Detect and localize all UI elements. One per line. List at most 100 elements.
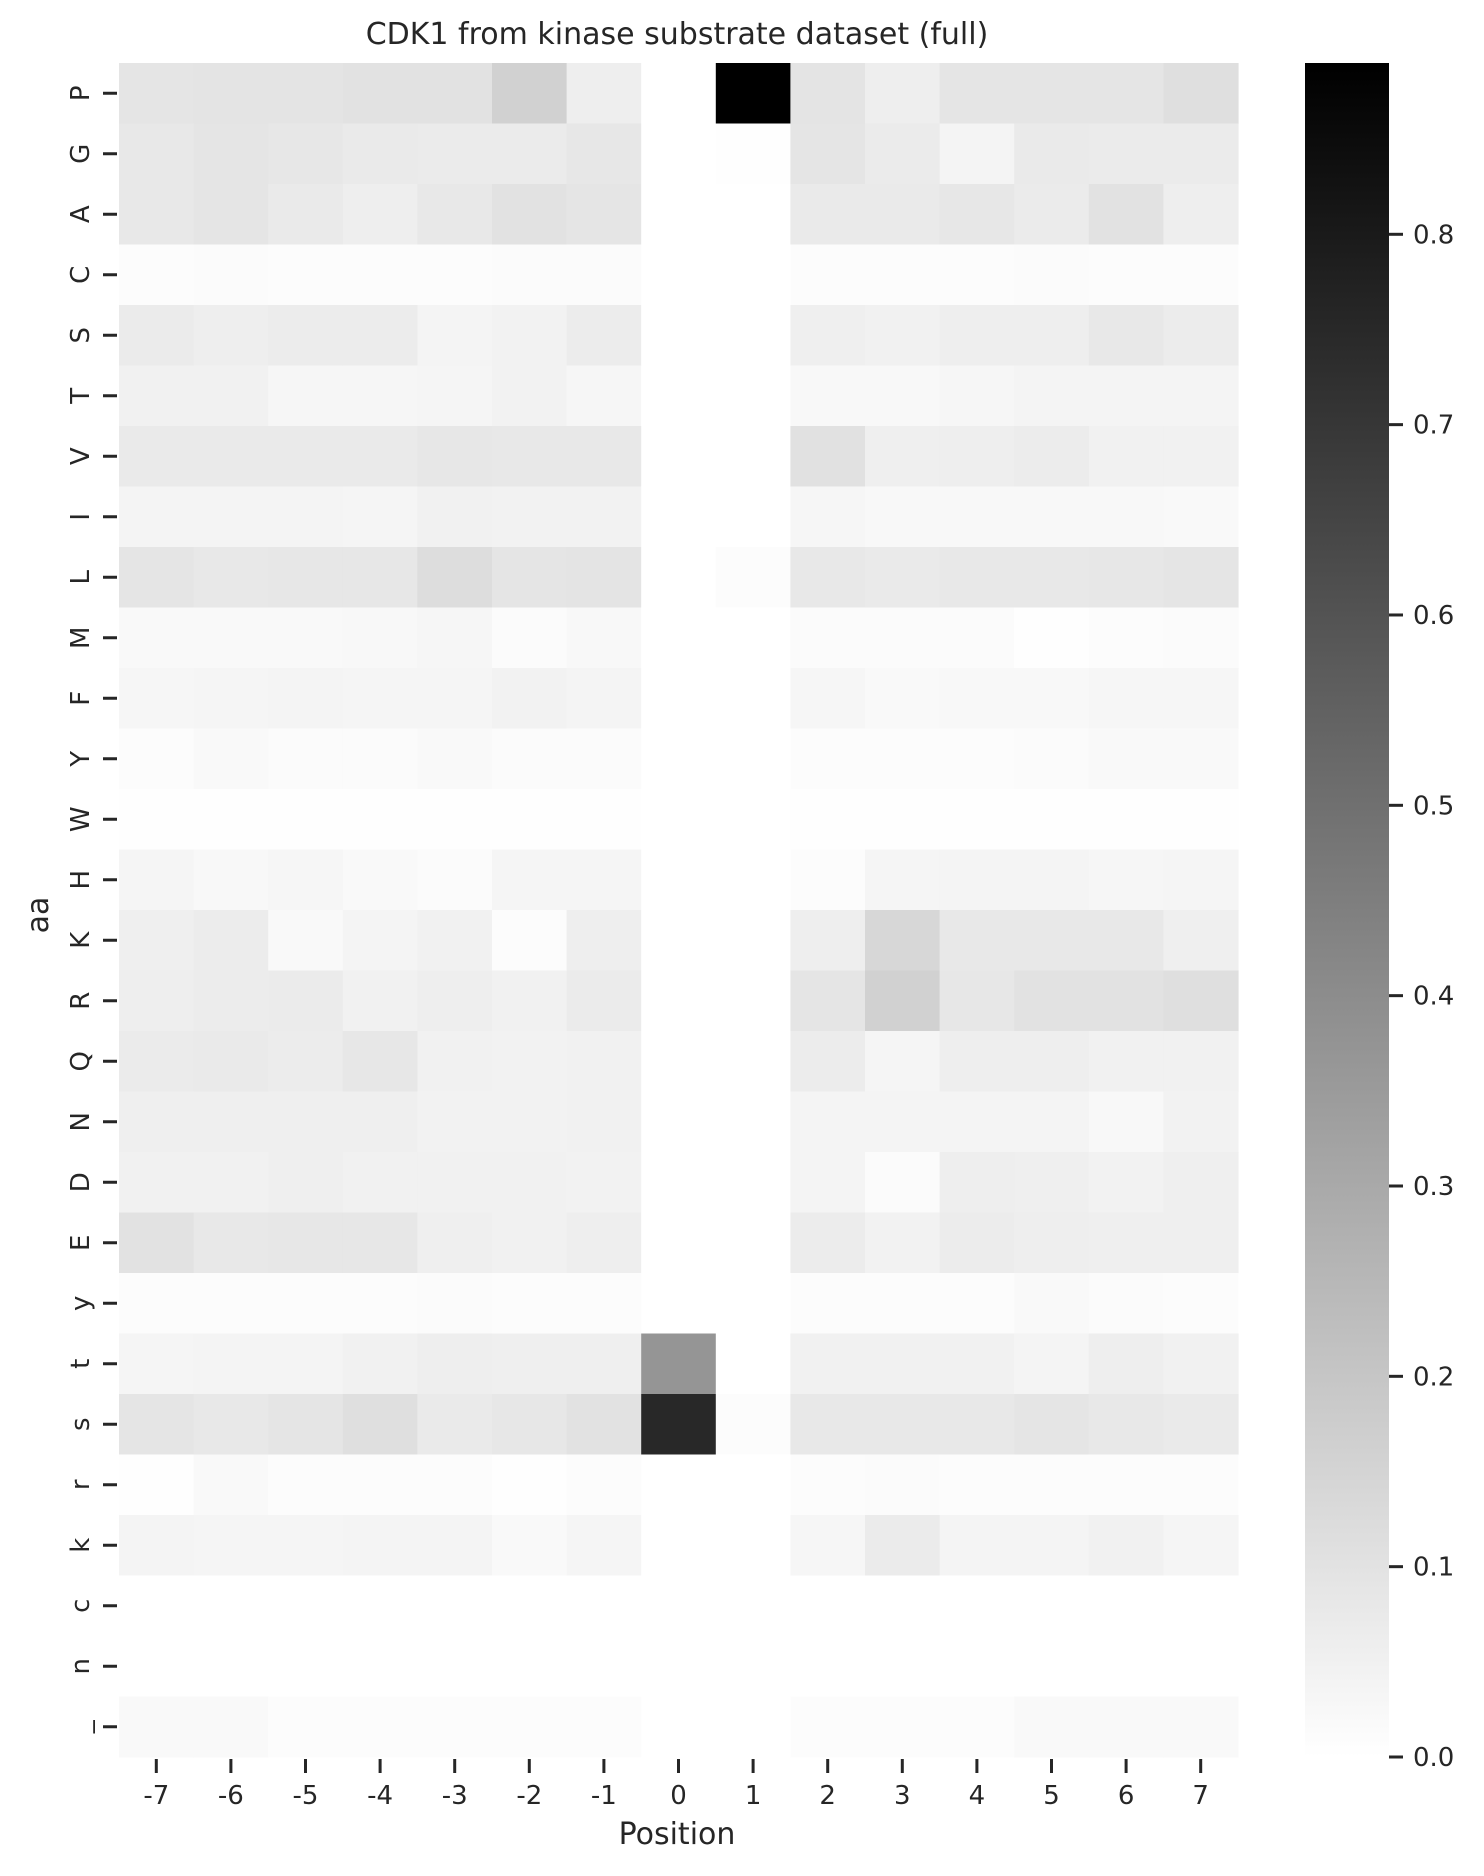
heatmap-cell-c-3 [865, 1575, 941, 1637]
heatmap-cell-W--2 [492, 789, 568, 851]
heatmap-cell-s-3 [865, 1394, 941, 1456]
heatmap-cell-s--1 [566, 1394, 642, 1456]
heatmap-cell-t-3 [865, 1333, 941, 1395]
heatmap-cell-W--5 [268, 789, 344, 851]
heatmap-cell-S-1 [715, 305, 791, 367]
heatmap-cell-K--7 [119, 910, 195, 972]
heatmap-cell-t--7 [119, 1333, 195, 1395]
heatmap-cell-F--1 [566, 668, 642, 730]
heatmap-cell-S-6 [1088, 305, 1164, 367]
heatmap-cell-S--3 [417, 305, 493, 367]
heatmap-cell-n--1 [566, 1636, 642, 1698]
heatmap-cell-V-4 [939, 426, 1015, 488]
y-tick-label: V [66, 447, 96, 465]
heatmap-cell-Q--5 [268, 1031, 344, 1093]
heatmap-cell-R-3 [865, 970, 941, 1032]
colorbar-tick-label: 0.7 [1413, 411, 1454, 441]
heatmap-cell-Q--3 [417, 1031, 493, 1093]
heatmap-cell-L-7 [1163, 547, 1239, 609]
heatmap-cell-E--2 [492, 1212, 568, 1274]
heatmap-cell-_--5 [268, 1696, 344, 1758]
heatmap-cell-C--1 [566, 244, 642, 306]
heatmap-cell-G--2 [492, 123, 568, 185]
heatmap-cell-t-0 [641, 1333, 717, 1395]
heatmap-cell-V-0 [641, 426, 717, 488]
heatmap-cell-F-4 [939, 668, 1015, 730]
heatmap-cell-y-2 [790, 1273, 866, 1335]
heatmap-cell-A--4 [342, 184, 418, 246]
heatmap-cell-I-6 [1088, 486, 1164, 548]
heatmap-cell-c--4 [342, 1575, 418, 1637]
heatmap-cell-F-6 [1088, 668, 1164, 730]
heatmap-cell-D--5 [268, 1152, 344, 1214]
heatmap-cell-E-0 [641, 1212, 717, 1274]
heatmap-cell-Y--2 [492, 728, 568, 790]
colorbar-tick-label: 0.3 [1413, 1172, 1454, 1202]
heatmap-cell-N--3 [417, 1091, 493, 1153]
heatmap-cell-Y--1 [566, 728, 642, 790]
heatmap-cell-y-1 [715, 1273, 791, 1335]
heatmap-cell-C-6 [1088, 244, 1164, 306]
heatmap-cell-k-7 [1163, 1515, 1239, 1577]
heatmap-cell-n-2 [790, 1636, 866, 1698]
heatmap-cell-I-7 [1163, 486, 1239, 548]
heatmap-cell-G--3 [417, 123, 493, 185]
heatmap-cell-N--1 [566, 1091, 642, 1153]
heatmap-cell-y-7 [1163, 1273, 1239, 1335]
heatmap-cell-M-0 [641, 607, 717, 669]
heatmap-cell-Y-0 [641, 728, 717, 790]
heatmap-cell-I--1 [566, 486, 642, 548]
heatmap-cell-G-2 [790, 123, 866, 185]
heatmap-cell-M-4 [939, 607, 1015, 669]
heatmap-cell-s--4 [342, 1394, 418, 1456]
heatmap-cell-r-6 [1088, 1454, 1164, 1516]
heatmap-cell-k-4 [939, 1515, 1015, 1577]
heatmap-cell-r-7 [1163, 1454, 1239, 1516]
heatmap-cell-V-2 [790, 426, 866, 488]
heatmap-cell-E--1 [566, 1212, 642, 1274]
heatmap-cell-N-2 [790, 1091, 866, 1153]
heatmap-cell-I-0 [641, 486, 717, 548]
heatmap-cell-W--7 [119, 789, 195, 851]
heatmap-cell-G-4 [939, 123, 1015, 185]
heatmap-cell-F-3 [865, 668, 941, 730]
heatmap-cell-Q-3 [865, 1031, 941, 1093]
y-tick-label: F [66, 691, 96, 706]
heatmap-cell-c-2 [790, 1575, 866, 1637]
heatmap-cell-A-0 [641, 184, 717, 246]
heatmap-cell-A-2 [790, 184, 866, 246]
heatmap-cell-_-3 [865, 1696, 941, 1758]
heatmap-cell-r--1 [566, 1454, 642, 1516]
heatmap-cell-y--3 [417, 1273, 493, 1335]
heatmap-cell-E--3 [417, 1212, 493, 1274]
heatmap-cell-C--4 [342, 244, 418, 306]
heatmap-cell-c--3 [417, 1575, 493, 1637]
heatmap-cell-r-3 [865, 1454, 941, 1516]
heatmap-cell-c--2 [492, 1575, 568, 1637]
y-tick-label: n [66, 1658, 96, 1674]
heatmap-cell-n-3 [865, 1636, 941, 1698]
heatmap-cell-P-5 [1014, 63, 1090, 125]
heatmap-cell-D-0 [641, 1152, 717, 1214]
heatmap-cell-c-4 [939, 1575, 1015, 1637]
heatmap-cell-K--3 [417, 910, 493, 972]
heatmap-cell-F-1 [715, 668, 791, 730]
y-tick-label: M [66, 627, 96, 649]
heatmap-cell-K-4 [939, 910, 1015, 972]
heatmap-cell-T--6 [193, 365, 269, 427]
heatmap-cell-E--6 [193, 1212, 269, 1274]
heatmap-cell-S-7 [1163, 305, 1239, 367]
heatmap-cell-_-2 [790, 1696, 866, 1758]
heatmap-cell-F--3 [417, 668, 493, 730]
heatmap-cell-T-0 [641, 365, 717, 427]
heatmap-cell-k--6 [193, 1515, 269, 1577]
heatmap-cell-D--1 [566, 1152, 642, 1214]
heatmap-cell-K-1 [715, 910, 791, 972]
heatmap-cell-I--7 [119, 486, 195, 548]
heatmap-cell-N-3 [865, 1091, 941, 1153]
heatmap-cell-A--5 [268, 184, 344, 246]
heatmap-cell-M-5 [1014, 607, 1090, 669]
heatmap-cell-G-0 [641, 123, 717, 185]
heatmap-cell-H--7 [119, 849, 195, 911]
